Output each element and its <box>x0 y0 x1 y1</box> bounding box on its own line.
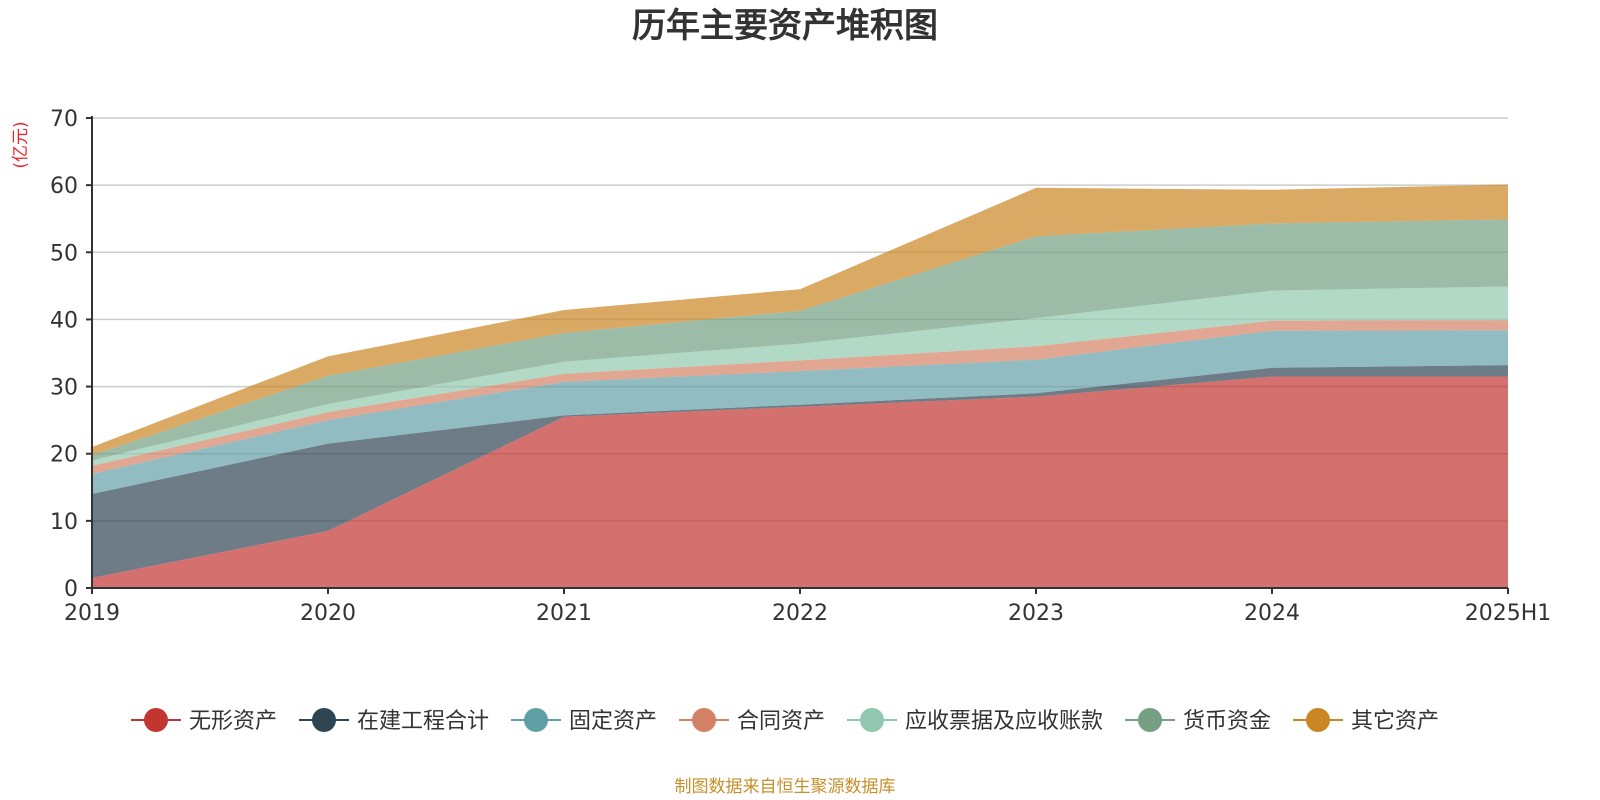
legend-marker <box>312 708 336 732</box>
x-tick-label: 2020 <box>300 601 356 626</box>
area-series-2 <box>92 365 1508 578</box>
legend-marker <box>1306 708 1330 732</box>
x-tick-label: 2023 <box>1008 601 1064 626</box>
chart-title: 历年主要资产堆积图 <box>632 6 938 46</box>
legend-item: 应收票据及应收账款 <box>847 708 1103 734</box>
legend-label: 其它资产 <box>1351 709 1439 734</box>
y-tick-label: 0 <box>64 577 78 602</box>
legend-label: 应收票据及应收账款 <box>905 709 1103 734</box>
legend-label: 合同资产 <box>737 709 825 734</box>
legend-marker <box>1138 708 1162 732</box>
legend: 无形资产 在建工程合计 固定资产 合同资产 应收票据及应收账款 货币资金 其它资产 <box>131 708 1439 734</box>
x-tick-label: 2024 <box>1244 601 1300 626</box>
y-tick-label: 50 <box>50 241 78 266</box>
y-tick-label: 30 <box>50 376 78 401</box>
y-tick-label: 20 <box>50 443 78 468</box>
legend-label: 货币资金 <box>1183 709 1271 734</box>
area-series-group <box>92 184 1508 588</box>
axes: 0 10 20 30 40 50 60 70 2019 2020 2021 2022 2023 2024 2… <box>50 107 1551 626</box>
y-tick-label: 70 <box>50 107 78 132</box>
legend-marker <box>692 708 716 732</box>
y-tick-label: 10 <box>50 510 78 535</box>
x-tick-label: 2019 <box>64 601 120 626</box>
legend-label: 在建工程合计 <box>357 709 489 734</box>
area-series-1 <box>92 376 1508 588</box>
legend-label: 无形资产 <box>189 709 277 734</box>
legend-marker <box>860 708 884 732</box>
y-tick-label: 40 <box>50 308 78 333</box>
legend-item: 合同资产 <box>679 708 825 734</box>
x-tick-label: 2021 <box>536 601 592 626</box>
area-series-7 <box>92 184 1508 456</box>
legend-label: 固定资产 <box>569 709 657 734</box>
y-tick-label: 60 <box>50 174 78 199</box>
area-series-3 <box>92 330 1508 494</box>
x-tick-label: 2025H1 <box>1465 601 1552 626</box>
x-tick-label: 2022 <box>772 601 828 626</box>
legend-marker <box>144 708 168 732</box>
legend-item: 货币资金 <box>1125 708 1271 734</box>
y-axis-unit-label: (亿元) <box>11 121 31 168</box>
legend-marker <box>524 708 548 732</box>
source-note: 制图数据来自恒生聚源数据库 <box>675 777 896 797</box>
legend-item: 其它资产 <box>1293 708 1439 734</box>
area-series-6 <box>92 219 1508 461</box>
legend-item: 固定资产 <box>511 708 657 734</box>
area-series-5 <box>92 286 1508 466</box>
legend-item: 在建工程合计 <box>299 708 489 734</box>
legend-item: 无形资产 <box>131 708 277 734</box>
